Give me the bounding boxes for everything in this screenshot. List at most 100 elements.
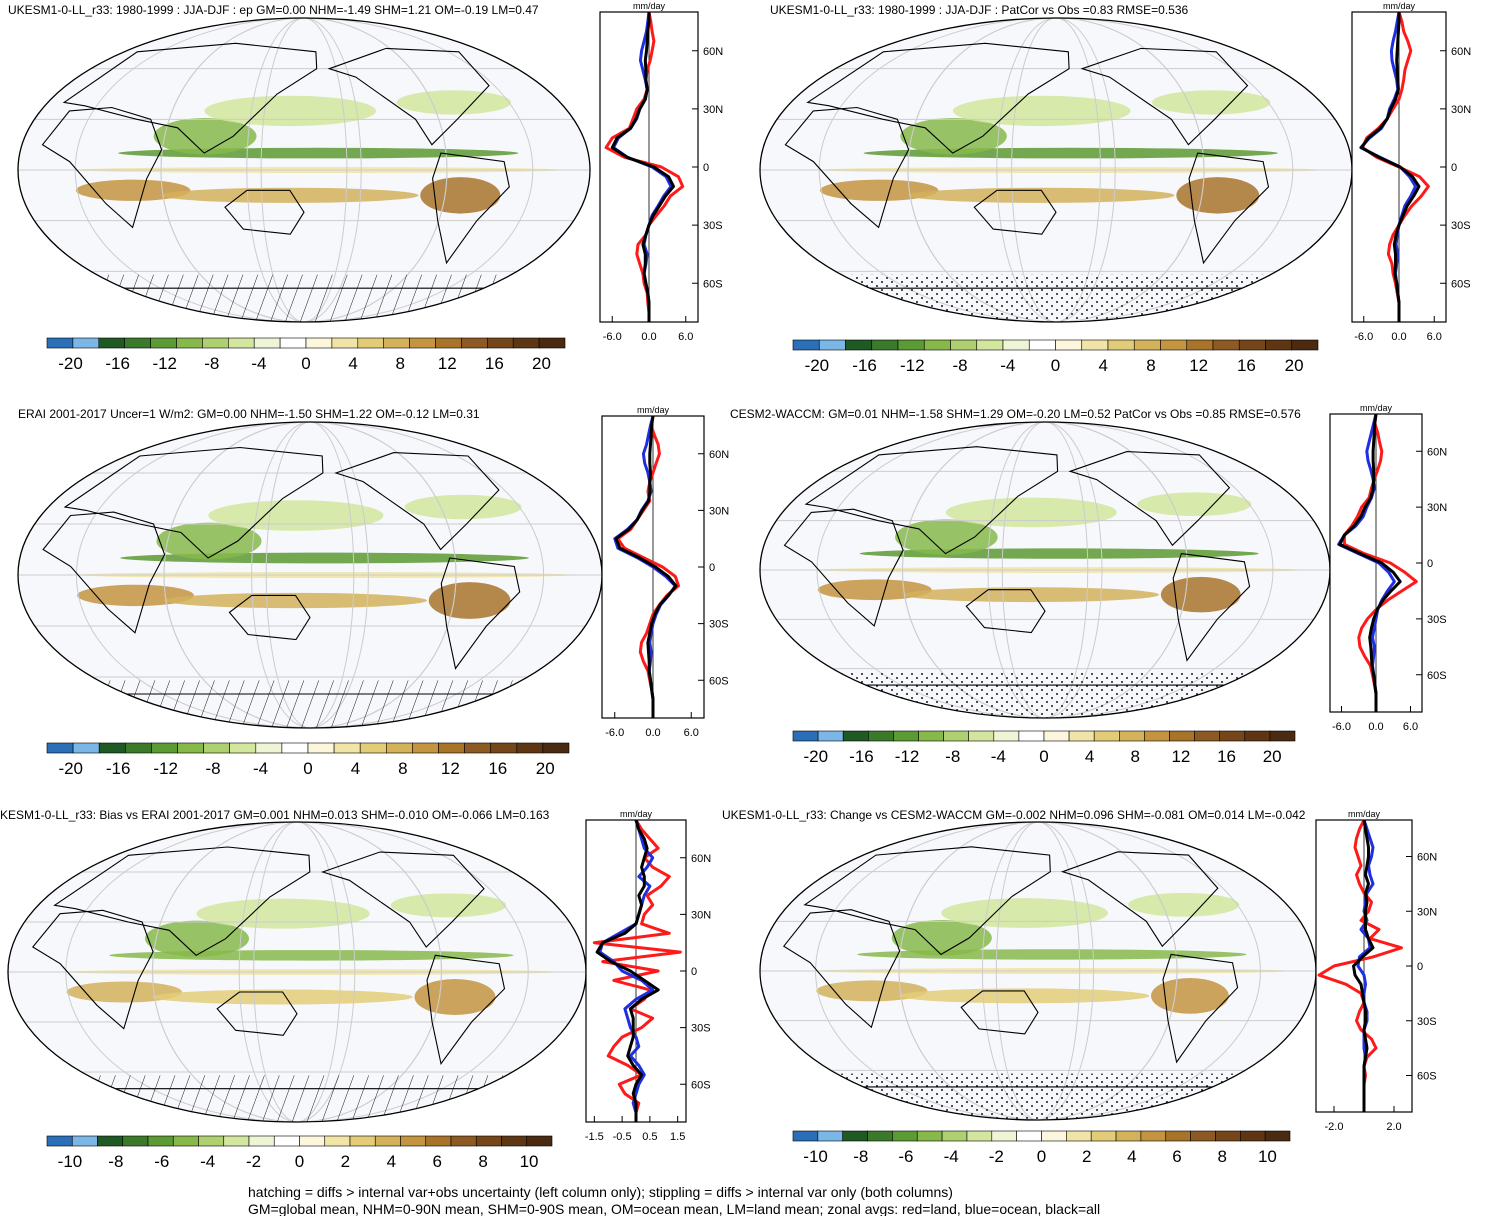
- colorbar-swatch: [526, 1135, 553, 1147]
- anomaly-north-atlantic: [404, 494, 522, 520]
- colorbar-swatch: [464, 742, 492, 754]
- colorbar-tick-label: -16: [105, 354, 130, 373]
- colorbar-swatch: [71, 1135, 98, 1147]
- panel-4: CESM2-WACCM: GM=0.01 NHM=-1.58 SHM=1.29 …: [730, 403, 1447, 766]
- zonal-xtick-label: 6.0: [1427, 331, 1442, 343]
- colorbar-tick-label: -16: [849, 747, 874, 766]
- colorbar-swatch: [425, 1135, 452, 1147]
- eurasia-coast: [806, 42, 1070, 154]
- colorbar-swatch: [792, 1130, 819, 1142]
- colorbar-tick-label: -10: [58, 1152, 83, 1171]
- colorbar-swatch: [842, 730, 869, 742]
- anomaly-north-pacific: [196, 898, 370, 929]
- colorbar-tick-label: -8: [952, 356, 967, 375]
- zonal-xtick-label: 0.0: [1368, 721, 1383, 733]
- anomaly-asian-monsoon: [153, 117, 257, 155]
- colorbar-swatch: [943, 730, 969, 742]
- anomaly-asian-monsoon: [895, 519, 998, 555]
- colorbar-swatch: [1186, 339, 1214, 351]
- colorbar-swatch: [98, 742, 126, 754]
- anomaly-south-america: [428, 582, 511, 619]
- colorbar-tick-label: 20: [536, 759, 555, 778]
- colorbar-swatch: [842, 1130, 868, 1142]
- zonal-ytick-label: 30N: [709, 505, 729, 517]
- colorbar-swatch: [253, 337, 281, 349]
- colorbar-swatch: [792, 339, 820, 351]
- zonal-xtick-label: 6.0: [678, 331, 693, 343]
- colorbar-tick-label: -12: [152, 354, 177, 373]
- colorbar-tick-label: -20: [58, 759, 83, 778]
- stippling-pattern: [760, 1073, 1316, 1120]
- map-outline: [17, 17, 591, 323]
- zonal-unit-label: mm/day: [1360, 403, 1393, 413]
- colorbar-swatch: [98, 337, 126, 349]
- anomaly-north-atlantic: [1151, 90, 1271, 115]
- zonal-line-all: [1359, 12, 1421, 322]
- panel-title: KESM1-0-LL_r33: Bias vs ERAI 2001-2017 G…: [0, 808, 550, 822]
- colorbar-tick-label: 12: [1189, 356, 1208, 375]
- colorbar-tick-label: 12: [1171, 747, 1190, 766]
- colorbar: -20 -16 -12 -8 -4 0 4 8 12 16 20: [792, 730, 1296, 766]
- zonal-unit-label: mm/day: [637, 405, 670, 415]
- panel-2: UKESM1-0-LL_r33: 1980-1999 : JJA-DJF : P…: [759, 1, 1471, 375]
- zonal-xtick-label: 0.5: [642, 1131, 657, 1143]
- graticule: [18, 18, 590, 322]
- zonal-ytick-label: 30N: [703, 104, 723, 116]
- colorbar-tick-label: -4: [944, 1147, 959, 1166]
- colorbar-swatch: [273, 1135, 300, 1147]
- zonal-mean-plot: mm/day 60N 30N 0 30S 60S -6.0 0.0 6.0: [599, 1, 723, 343]
- colorbar-swatch: [845, 339, 873, 351]
- colorbar-swatch: [198, 1135, 225, 1147]
- colorbar-swatch: [1238, 339, 1266, 351]
- colorbar-swatch: [1041, 1130, 1067, 1142]
- colorbar-swatch: [46, 1135, 73, 1147]
- hatching-pattern: [18, 680, 602, 728]
- colorbar-swatch: [1190, 1130, 1216, 1142]
- zonal-xtick-label: -6.0: [605, 727, 624, 739]
- colorbar-tick-label: 4: [1127, 1147, 1136, 1166]
- zonal-xtick-label: -6.0: [1332, 721, 1351, 733]
- colorbar-swatch: [1107, 339, 1135, 351]
- colorbar-swatch: [122, 1135, 149, 1147]
- colorbar-swatch: [324, 1135, 351, 1147]
- colorbar-tick-label: -8: [108, 1152, 123, 1171]
- colorbar-tick-label: 4: [1098, 356, 1107, 375]
- colorbar-tick-label: -16: [106, 759, 131, 778]
- colorbar-tick-label: -12: [153, 759, 178, 778]
- colorbar-tick-label: -8: [204, 354, 219, 373]
- colorbar-swatch: [486, 337, 514, 349]
- robinson-map: [760, 18, 1352, 322]
- colorbar-tick-label: -4: [1000, 356, 1015, 375]
- colorbar-swatch: [248, 1135, 275, 1147]
- zonal-unit-label: mm/day: [633, 1, 666, 11]
- colorbar: -20 -16 -12 -8 -4 0 4 8 12 16 20: [46, 742, 570, 778]
- panel-title: CESM2-WACCM: GM=0.01 NHM=-1.58 SHM=1.29 …: [730, 407, 1301, 421]
- zonal-ytick-label: 0: [703, 162, 709, 174]
- colorbar-swatch: [1169, 730, 1195, 742]
- colorbar-swatch: [941, 1130, 968, 1142]
- north-america-coast: [320, 851, 485, 948]
- colorbar-tick-label: 6: [1172, 1147, 1181, 1166]
- zonal-ytick-label: 60N: [691, 853, 711, 865]
- south-america-coast: [432, 152, 510, 265]
- anomaly-north-atlantic: [1128, 892, 1240, 917]
- colorbar-tick-label: -6: [898, 1147, 913, 1166]
- colorbar-swatch: [1240, 1130, 1266, 1142]
- zonal-mean-plot: mm/day 60N 30N 0 30S 60S -6.0 0.0 6.0: [601, 405, 729, 739]
- anomaly-asian-monsoon: [156, 522, 262, 560]
- anomaly-south-america: [1160, 576, 1241, 613]
- zonal-ytick-label: 30S: [1427, 614, 1447, 626]
- zonal-xtick-label: 0.0: [641, 331, 656, 343]
- anomaly-south-pacific: [164, 592, 427, 609]
- colorbar-swatch: [923, 339, 951, 351]
- colorbar-swatch: [817, 1130, 843, 1142]
- stippling-pattern: [760, 274, 1352, 322]
- colorbar-swatch: [950, 339, 978, 351]
- north-america-coast: [1068, 451, 1231, 547]
- hatching-pattern: [8, 1075, 586, 1122]
- zonal-ytick-label: 0: [709, 562, 715, 574]
- anomaly-south-america: [1176, 177, 1260, 214]
- colorbar-swatch: [385, 742, 413, 754]
- zonal-unit-label: mm/day: [1383, 1, 1416, 11]
- colorbar-swatch: [916, 1130, 943, 1142]
